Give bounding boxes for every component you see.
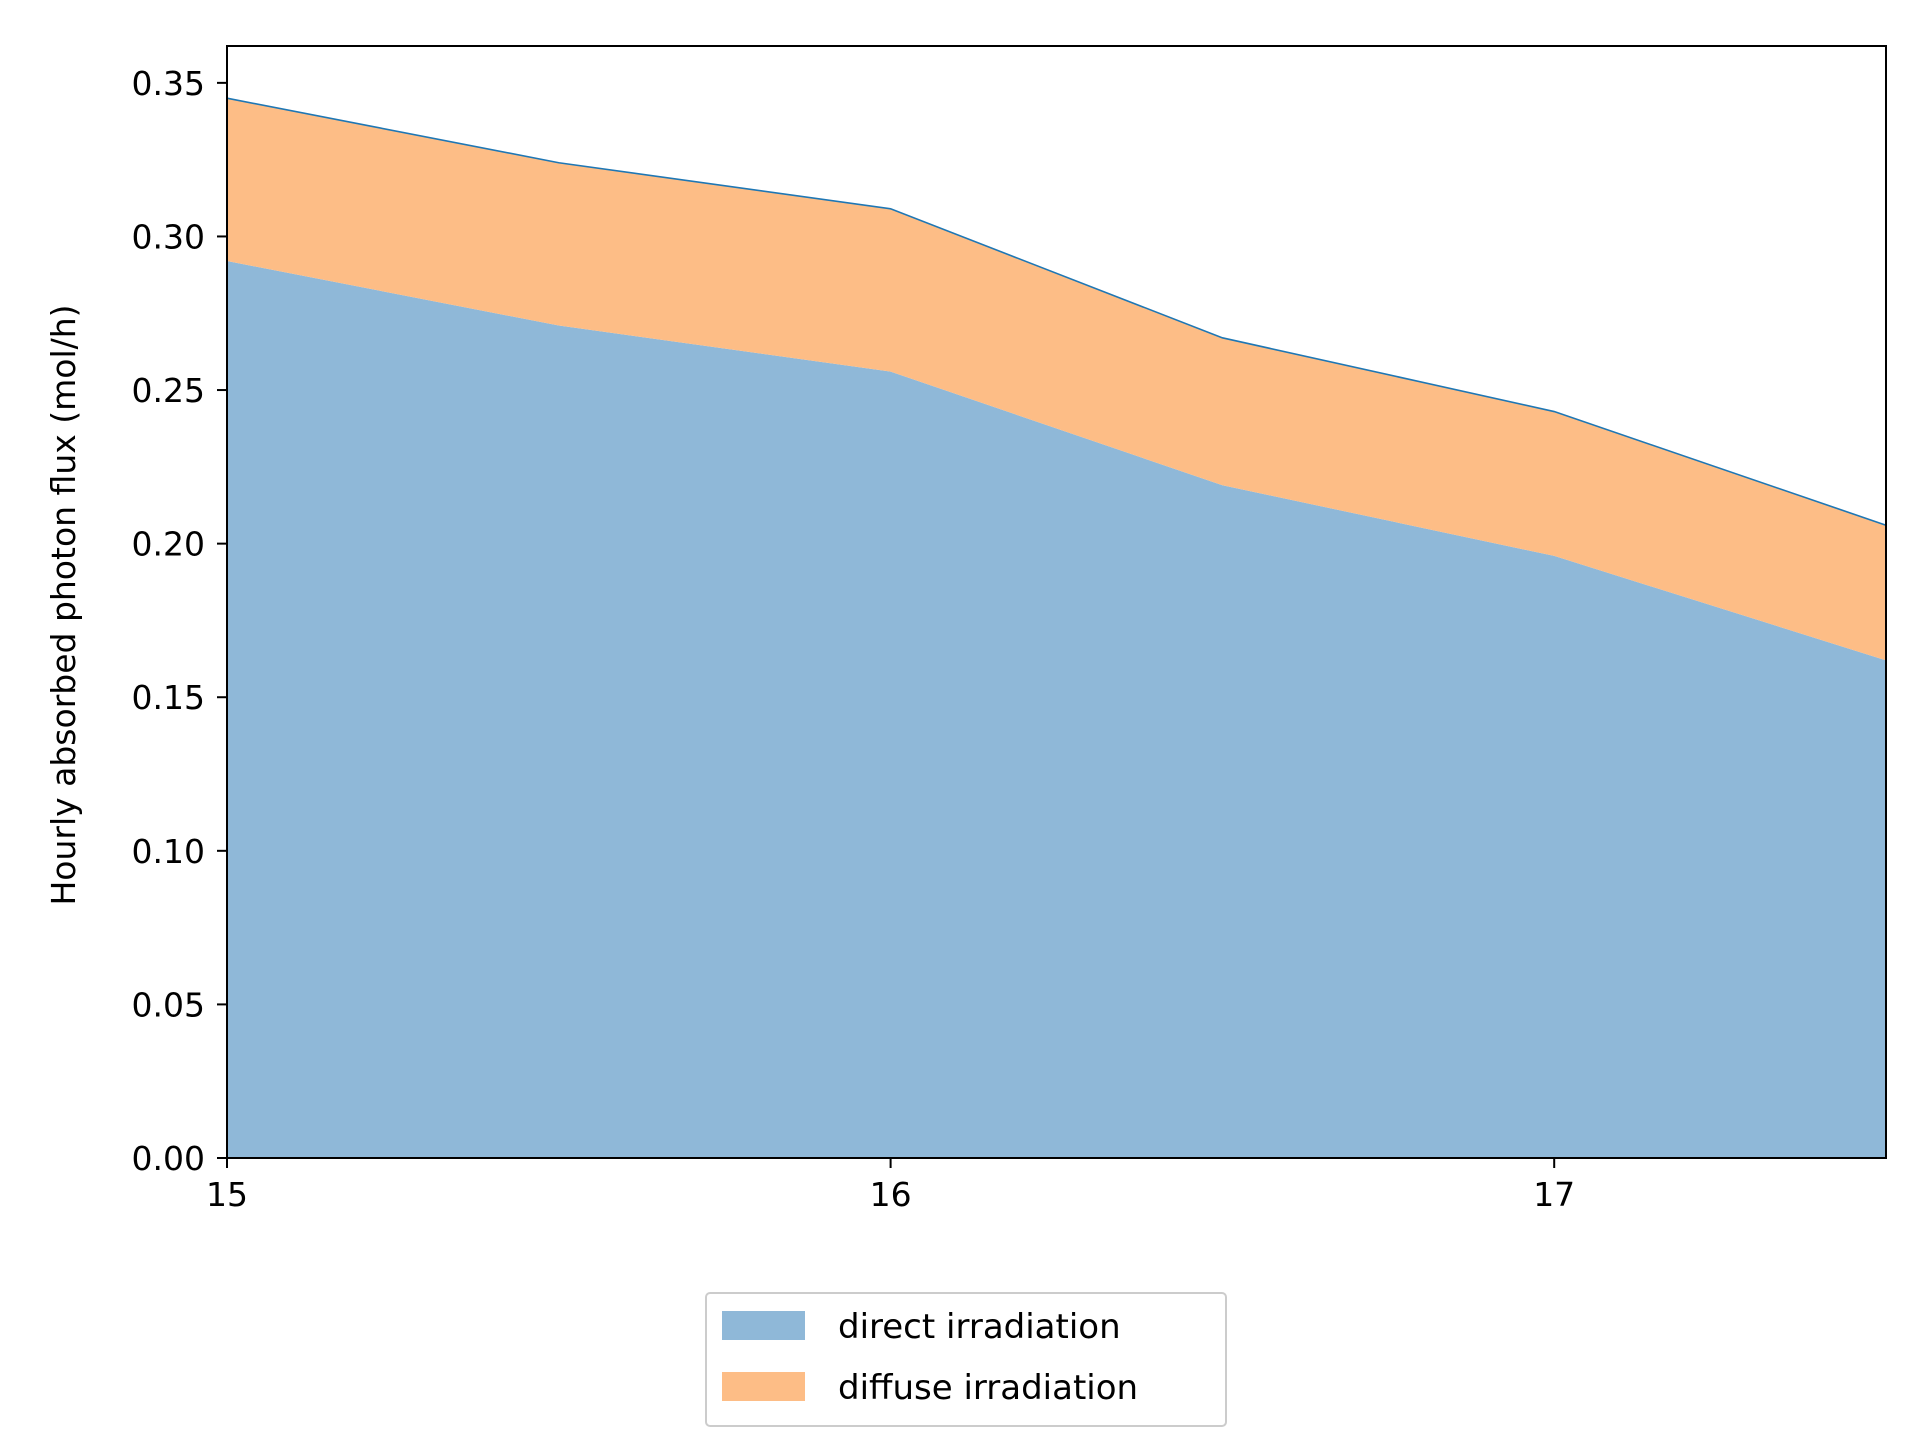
x-tick-label: 16 [870, 1175, 912, 1214]
area-diffuse [227, 98, 1886, 661]
y-tick-label: 0.30 [132, 217, 205, 256]
area-direct [227, 261, 1886, 1158]
y-tick-label: 0.05 [132, 985, 205, 1024]
y-tick-label: 0.15 [132, 678, 205, 717]
legend: direct irradiation diffuse irradiation [705, 1292, 1227, 1427]
legend-swatch-diffuse [722, 1372, 805, 1401]
total-flux-line [226, 97, 1887, 526]
y-tick-label: 0.35 [132, 64, 205, 103]
axes: 0.00 0.05 0.10 0.15 0.20 0.25 0.30 0.35 15 16 17 [132, 45, 1887, 1214]
x-tick-label: 15 [206, 1175, 248, 1214]
legend-label-direct: direct irradiation [838, 1307, 1121, 1347]
y-tick-label: 0.20 [132, 525, 205, 564]
legend-frame [705, 1292, 1227, 1427]
axes-frame [226, 45, 1887, 1159]
x-tick-label: 17 [1533, 1175, 1575, 1214]
y-tick-label: 0.00 [132, 1139, 205, 1178]
y-axis-title: Hourly absorbed photon flux (mol/h) [44, 304, 83, 905]
plot-area [226, 97, 1887, 1158]
legend-label-diffuse: diffuse irradiation [838, 1368, 1138, 1408]
y-tick-label: 0.10 [132, 832, 205, 871]
legend-swatch-direct [722, 1311, 805, 1340]
y-tick-label: 0.25 [132, 371, 205, 410]
